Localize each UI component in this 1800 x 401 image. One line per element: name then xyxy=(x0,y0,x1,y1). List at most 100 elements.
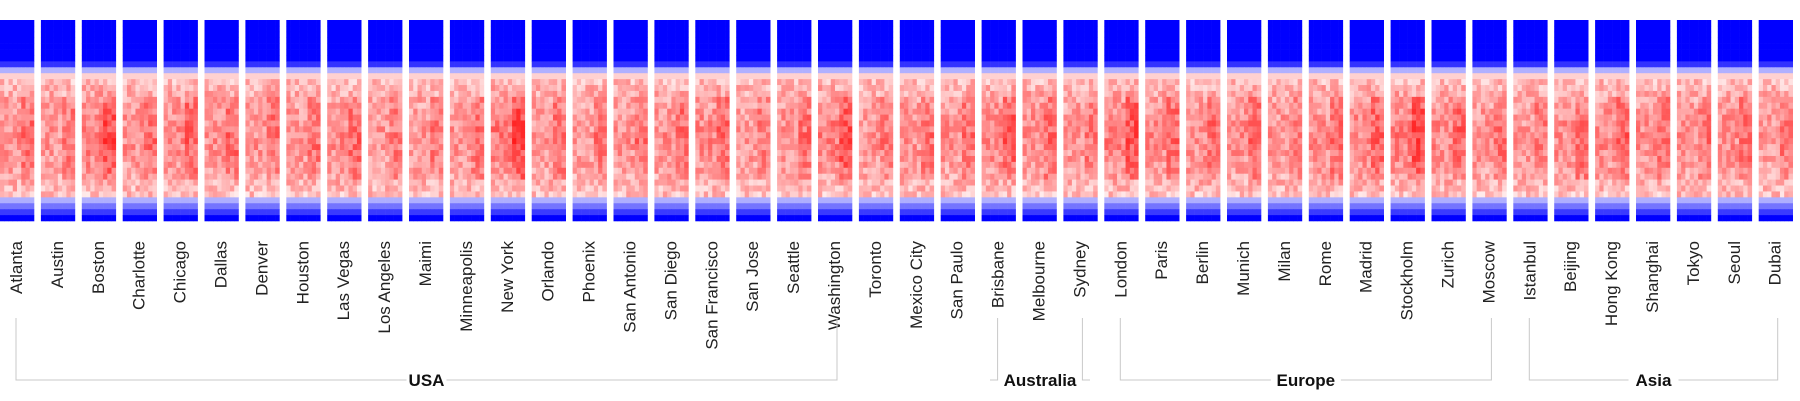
heatmap-cell xyxy=(234,173,239,180)
heatmap-cell xyxy=(576,114,582,121)
heatmap-cell xyxy=(679,61,685,68)
heatmap-cell xyxy=(471,173,476,180)
heatmap-cell xyxy=(172,167,177,174)
heatmap-cell xyxy=(426,179,431,186)
heatmap-cell xyxy=(520,20,526,27)
heatmap-cell xyxy=(516,102,521,109)
heatmap-cell xyxy=(475,197,480,204)
heatmap-cell xyxy=(45,185,50,192)
heatmap-cell xyxy=(303,132,308,139)
heatmap-cell xyxy=(135,203,140,210)
heatmap-cell xyxy=(49,185,54,192)
heatmap-cell xyxy=(176,102,181,109)
heatmap-cell xyxy=(617,161,623,169)
heatmap-cell xyxy=(62,73,67,80)
heatmap-cell xyxy=(662,132,668,139)
heatmap-cell xyxy=(598,161,603,169)
heatmap-cell xyxy=(0,108,5,115)
heatmap-cell xyxy=(561,155,566,163)
heatmap-cell xyxy=(258,209,263,216)
heatmap-cell xyxy=(352,120,358,127)
heatmap-cell xyxy=(25,73,31,80)
heatmap-cell xyxy=(581,102,586,109)
heatmap-cell xyxy=(25,179,31,186)
heatmap-cell xyxy=(221,90,227,98)
heatmap-cell xyxy=(139,120,145,127)
heatmap-cell xyxy=(426,126,431,133)
heatmap-cell xyxy=(471,61,476,68)
heatmap-cell xyxy=(316,138,321,145)
heatmap-cell xyxy=(703,209,709,216)
heatmap-cell xyxy=(512,96,517,104)
heatmap-cell xyxy=(40,79,46,86)
heatmap-cell xyxy=(49,173,54,180)
heatmap-cell xyxy=(535,161,541,169)
heatmap-cell xyxy=(622,73,627,80)
heatmap-cell xyxy=(380,138,386,145)
heatmap-cell xyxy=(593,209,599,216)
heatmap-cell xyxy=(344,90,349,98)
heatmap-cell xyxy=(458,120,463,127)
heatmap-cell xyxy=(294,55,300,62)
heatmap-cell xyxy=(503,120,509,127)
heatmap-cell xyxy=(613,20,619,27)
heatmap-cell xyxy=(139,102,145,109)
heatmap-cell xyxy=(25,209,31,216)
heatmap-cell xyxy=(598,61,603,68)
heatmap-cell xyxy=(344,108,349,115)
heatmap-cell xyxy=(294,126,300,133)
heatmap-cell xyxy=(17,73,22,80)
heatmap-cell xyxy=(393,37,399,44)
heatmap-cell xyxy=(327,67,332,74)
heatmap-cell xyxy=(303,126,308,133)
heatmap-cell xyxy=(426,25,431,33)
heatmap-cell xyxy=(135,161,140,169)
heatmap-cell xyxy=(163,20,169,27)
heatmap-cell xyxy=(503,96,509,104)
heatmap-cell xyxy=(430,31,435,39)
heatmap-cell xyxy=(49,108,54,115)
heatmap-cell xyxy=(695,120,700,127)
heatmap-cell xyxy=(8,185,14,192)
heatmap-cell xyxy=(679,37,685,44)
heatmap-cell xyxy=(675,144,681,151)
heatmap-cell xyxy=(152,102,157,109)
heatmap-cell xyxy=(380,25,386,33)
heatmap-cell xyxy=(86,191,91,198)
heatmap-cell xyxy=(45,173,50,180)
heatmap-cell xyxy=(372,185,377,192)
heatmap-cell xyxy=(540,90,545,98)
heatmap-cell xyxy=(299,179,304,186)
heatmap-cell xyxy=(49,96,54,104)
heatmap-cell xyxy=(475,173,480,180)
heatmap-cell xyxy=(634,161,640,169)
heatmap-cell xyxy=(311,102,317,109)
strip-boston xyxy=(81,20,117,222)
heatmap-cell xyxy=(376,25,382,33)
heatmap-cell xyxy=(639,85,644,92)
heatmap-cell xyxy=(70,85,76,92)
heatmap-cell xyxy=(557,96,562,104)
heatmap-cell xyxy=(725,144,730,151)
heatmap-cell xyxy=(376,114,382,121)
heatmap-cell xyxy=(4,108,9,115)
heatmap-cell xyxy=(393,209,399,216)
heatmap-cell xyxy=(490,61,496,68)
heatmap-cell xyxy=(548,85,554,92)
heatmap-cell xyxy=(266,126,272,133)
heatmap-cell xyxy=(552,96,558,104)
heatmap-cell xyxy=(189,25,194,33)
heatmap-cell xyxy=(172,114,177,121)
heatmap-cell xyxy=(679,85,685,92)
heatmap-cell xyxy=(531,108,537,115)
heatmap-cell xyxy=(12,114,18,121)
heatmap-cell xyxy=(176,43,181,50)
heatmap-cell xyxy=(213,155,218,163)
heatmap-cell xyxy=(479,96,485,104)
heatmap-cell xyxy=(385,102,390,109)
heatmap-cell xyxy=(654,167,659,174)
heatmap-cell xyxy=(234,155,239,163)
heatmap-cell xyxy=(593,43,599,50)
heatmap-cell xyxy=(540,150,545,157)
heatmap-cell xyxy=(643,55,648,62)
